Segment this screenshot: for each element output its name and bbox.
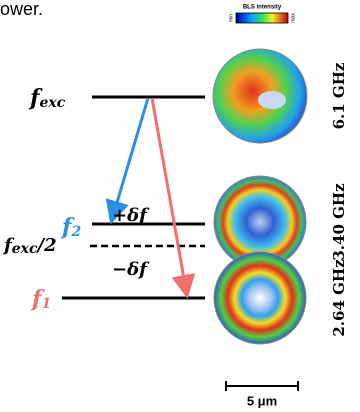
level-label: fexc xyxy=(28,85,66,111)
colorbar-min: min xyxy=(228,14,234,22)
mode-frequency: 2.64 GHz xyxy=(330,259,348,337)
level-label: f2 xyxy=(60,214,81,240)
mode-frequency: 6.1 GHz xyxy=(330,62,348,129)
colorbar-max: max xyxy=(290,13,296,23)
scale-label: 5 μm xyxy=(247,393,277,408)
colorbar-title: BLS intensity xyxy=(243,5,282,11)
delta-label: +δf xyxy=(112,205,150,226)
mode-frequency: 3.40 GHz xyxy=(330,183,348,261)
level-label: fexc/2 xyxy=(2,235,57,257)
arrow xyxy=(152,98,186,290)
arrow xyxy=(113,98,148,216)
mode-image xyxy=(214,252,306,344)
level-label: f1 xyxy=(30,286,51,312)
colorbar xyxy=(236,13,288,23)
caption-fragment: ower. xyxy=(0,0,43,19)
mode-image xyxy=(258,91,286,109)
delta-label: −δf xyxy=(112,259,150,280)
figure: ower. BLS intensity min max fexc f2 +δf … xyxy=(0,0,360,412)
